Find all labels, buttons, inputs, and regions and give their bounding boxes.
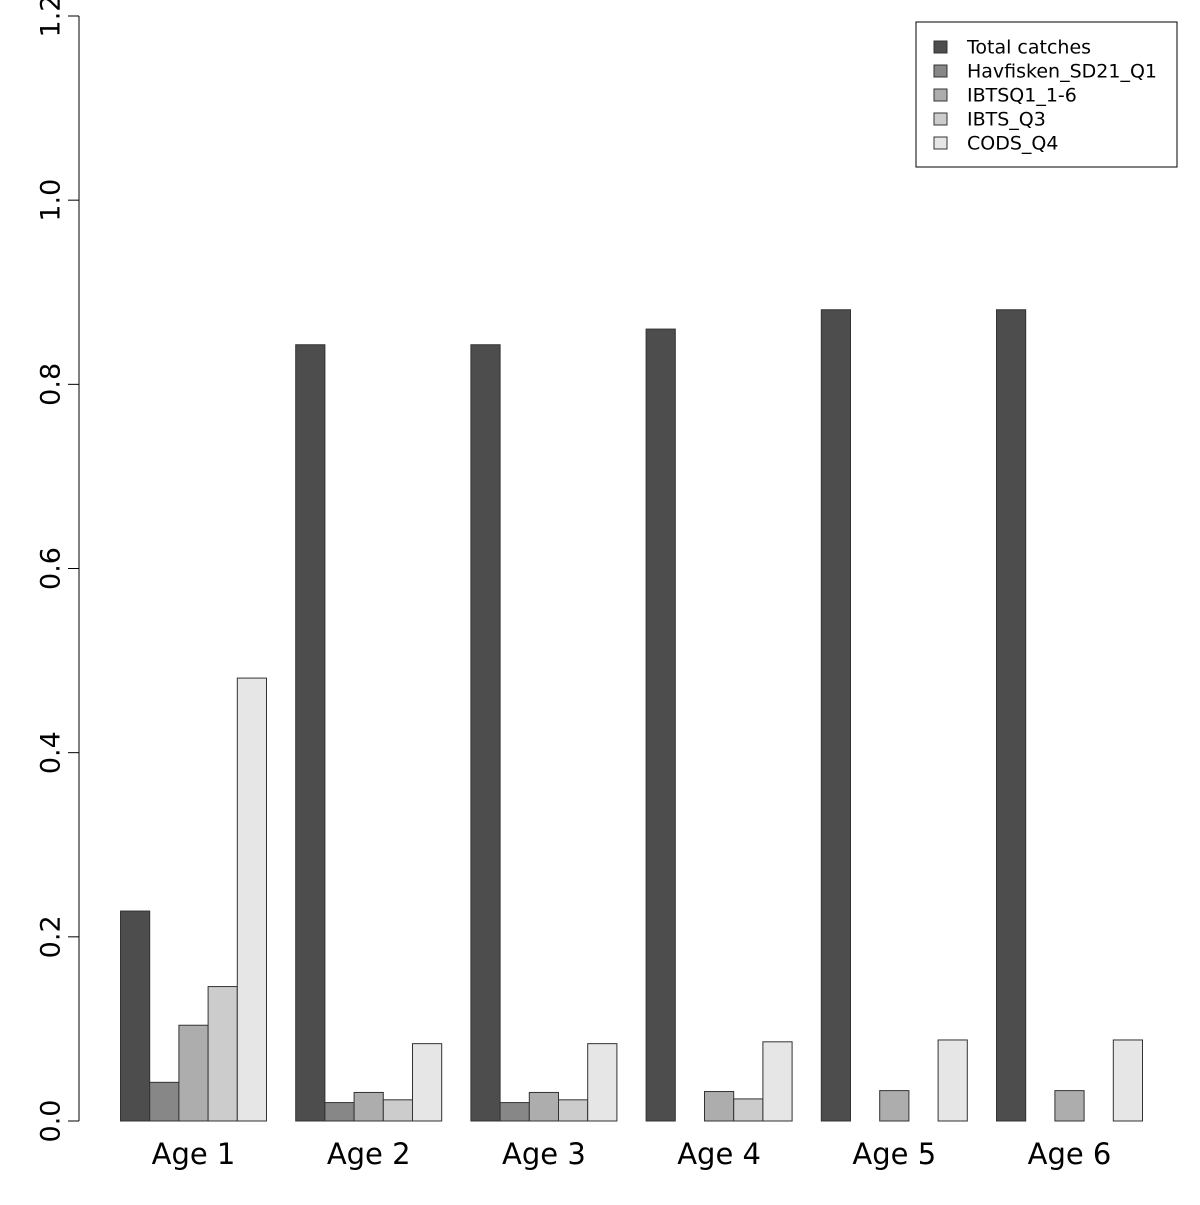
bar (295, 344, 326, 1122)
bar (704, 1091, 735, 1122)
legend-swatch (933, 40, 948, 54)
x-axis-labels: Age 1 Age 2 Age 3 Age 4 Age 5 Age 6 (152, 1137, 1112, 1171)
bar (733, 1098, 764, 1122)
legend-swatch (933, 112, 948, 126)
x-tick-label: Age 4 (677, 1137, 761, 1171)
x-tick-label: Age 1 (152, 1137, 236, 1171)
x-tick-label: Age 5 (852, 1137, 936, 1171)
bar (937, 1039, 968, 1122)
bar (207, 986, 238, 1122)
legend-label: CODS_Q4 (967, 133, 1058, 155)
y-tick-label: 0.6 (35, 547, 66, 590)
bar (412, 1043, 443, 1122)
bar (820, 309, 851, 1122)
y-tick-label: 1.2 (35, 0, 66, 37)
bar (558, 1099, 589, 1122)
legend-box (915, 21, 1178, 168)
bar (382, 1099, 413, 1122)
bar (149, 1081, 180, 1122)
bar (1112, 1039, 1144, 1122)
legend-label: IBTS_Q3 (967, 109, 1046, 131)
legend-swatch (933, 64, 948, 78)
bar (762, 1041, 793, 1122)
bar (499, 1102, 530, 1122)
x-tick-label: Age 6 (1028, 1137, 1112, 1171)
x-tick-label: Age 2 (327, 1137, 411, 1171)
y-axis-ticks: 0.0 0.2 0.4 0.6 0.8 1.0 1.2 (35, 0, 79, 1142)
legend-swatch (933, 136, 948, 150)
bar (996, 309, 1027, 1122)
x-tick-label: Age 3 (502, 1137, 586, 1171)
legend-label: Havfisken_SD21_Q1 (967, 61, 1157, 83)
bar (353, 1091, 384, 1122)
y-tick-label: 0.8 (35, 363, 66, 406)
y-tick-label: 0.0 (35, 1100, 66, 1143)
y-tick-label: 0.2 (35, 915, 66, 958)
bar-groups (120, 309, 1144, 1122)
legend-label: Total catches (966, 37, 1091, 59)
bar (120, 910, 151, 1122)
bar (324, 1102, 355, 1122)
bar (879, 1090, 910, 1122)
bar (645, 328, 676, 1122)
legend: Total catchesHavfisken_SD21_Q1IBTSQ1_1-6… (915, 21, 1178, 168)
bar (470, 344, 501, 1122)
y-tick-label: 0.4 (35, 731, 66, 774)
legend-label: IBTSQ1_1-6 (967, 85, 1077, 107)
y-tick-label: 1.0 (35, 179, 66, 222)
legend-swatch (933, 88, 948, 102)
bar (178, 1024, 209, 1122)
bar (1054, 1090, 1085, 1122)
bar (528, 1091, 559, 1122)
bar (236, 677, 268, 1122)
bar (587, 1043, 618, 1122)
